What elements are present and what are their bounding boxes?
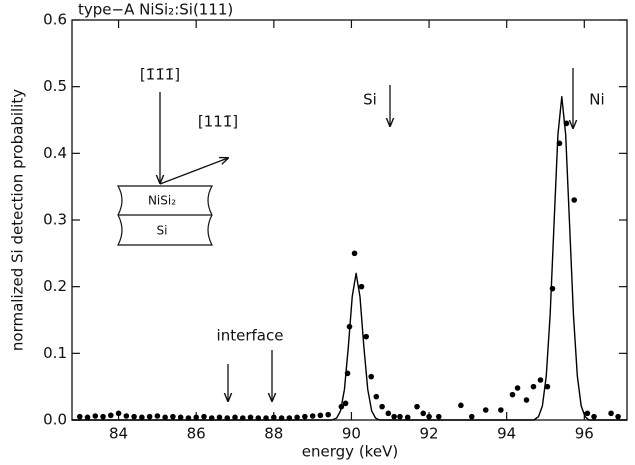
x-tick-label: 94 <box>497 425 516 443</box>
y-tick-label: 0.6 <box>43 11 67 29</box>
data-point <box>426 413 432 420</box>
data-point <box>193 414 199 421</box>
data-point <box>523 397 530 403</box>
y-axis-label: normalized Si detection probability <box>9 89 27 351</box>
data-point <box>232 414 238 421</box>
data-point <box>76 413 83 420</box>
data-point <box>201 413 207 420</box>
data-point <box>84 414 91 421</box>
x-tick-label: 86 <box>187 425 206 443</box>
annotation: interface <box>217 327 284 345</box>
data-point <box>404 414 411 421</box>
y-tick-label: 0.0 <box>43 411 67 429</box>
inset-arrow <box>159 158 228 185</box>
inset-sample <box>116 185 214 246</box>
data-point <box>139 414 145 421</box>
data-point <box>108 412 114 419</box>
data-point <box>385 410 392 417</box>
data-point <box>115 410 122 417</box>
data-point <box>498 407 504 413</box>
y-tick-label: 0.4 <box>43 144 67 162</box>
y-tick-label: 0.5 <box>43 77 67 95</box>
inset-label: [111̄] <box>198 113 238 131</box>
data-point <box>571 197 578 203</box>
data-point <box>379 403 385 410</box>
x-tick-label: 92 <box>420 425 439 443</box>
data-point <box>591 413 597 420</box>
data-point <box>544 383 551 390</box>
data-point <box>162 414 168 421</box>
annotation: Ni <box>589 91 604 109</box>
data-point <box>458 402 464 409</box>
inset-label: [1̄1̄1̄] <box>140 66 180 84</box>
data-point <box>414 403 420 410</box>
data-point <box>391 413 397 420</box>
data-point <box>482 407 489 413</box>
data-point <box>537 377 544 383</box>
inset-label: NiSi₂ <box>148 194 176 208</box>
x-axis-label: energy (keV) <box>302 443 398 461</box>
data-point <box>216 414 223 421</box>
y-tick-label: 0.3 <box>43 211 67 229</box>
data-point <box>363 333 369 340</box>
data-point <box>514 385 521 391</box>
data-point <box>100 413 106 420</box>
data-point <box>530 383 537 390</box>
data-point <box>309 413 316 419</box>
data-point <box>351 250 358 257</box>
y-tick-label: 0.1 <box>43 344 67 362</box>
data-point <box>468 413 475 420</box>
data-point <box>271 414 277 421</box>
y-tick-label: 0.2 <box>43 277 67 295</box>
data-point <box>509 391 516 398</box>
data-point <box>342 400 349 407</box>
data-point <box>294 414 300 421</box>
data-point <box>170 413 176 420</box>
data-point <box>397 413 403 420</box>
data-point <box>435 413 442 420</box>
data-point <box>317 412 324 419</box>
data-point <box>247 414 254 421</box>
data-point <box>420 410 427 417</box>
data-point <box>131 413 137 420</box>
data-point <box>92 413 99 419</box>
data-point <box>373 393 380 400</box>
data-point <box>358 283 365 290</box>
fit-line <box>72 95 627 421</box>
x-tick-label: 90 <box>342 425 361 443</box>
x-tick-label: 88 <box>264 425 283 443</box>
x-tick-label: 84 <box>109 425 128 443</box>
data-point <box>177 414 184 421</box>
annotation: Si <box>363 91 377 109</box>
x-tick-label: 96 <box>575 425 594 443</box>
data-point <box>608 410 614 417</box>
data-point <box>123 413 130 419</box>
chart-title: type−A NiSi₂:Si(111) <box>78 1 233 19</box>
data-point <box>368 373 375 380</box>
inset-label: Si <box>157 224 168 238</box>
data-point <box>302 413 308 420</box>
data-point <box>154 413 161 419</box>
data-point <box>146 413 153 420</box>
data-point <box>325 411 331 418</box>
data-point <box>584 410 591 417</box>
data-point <box>615 413 621 420</box>
